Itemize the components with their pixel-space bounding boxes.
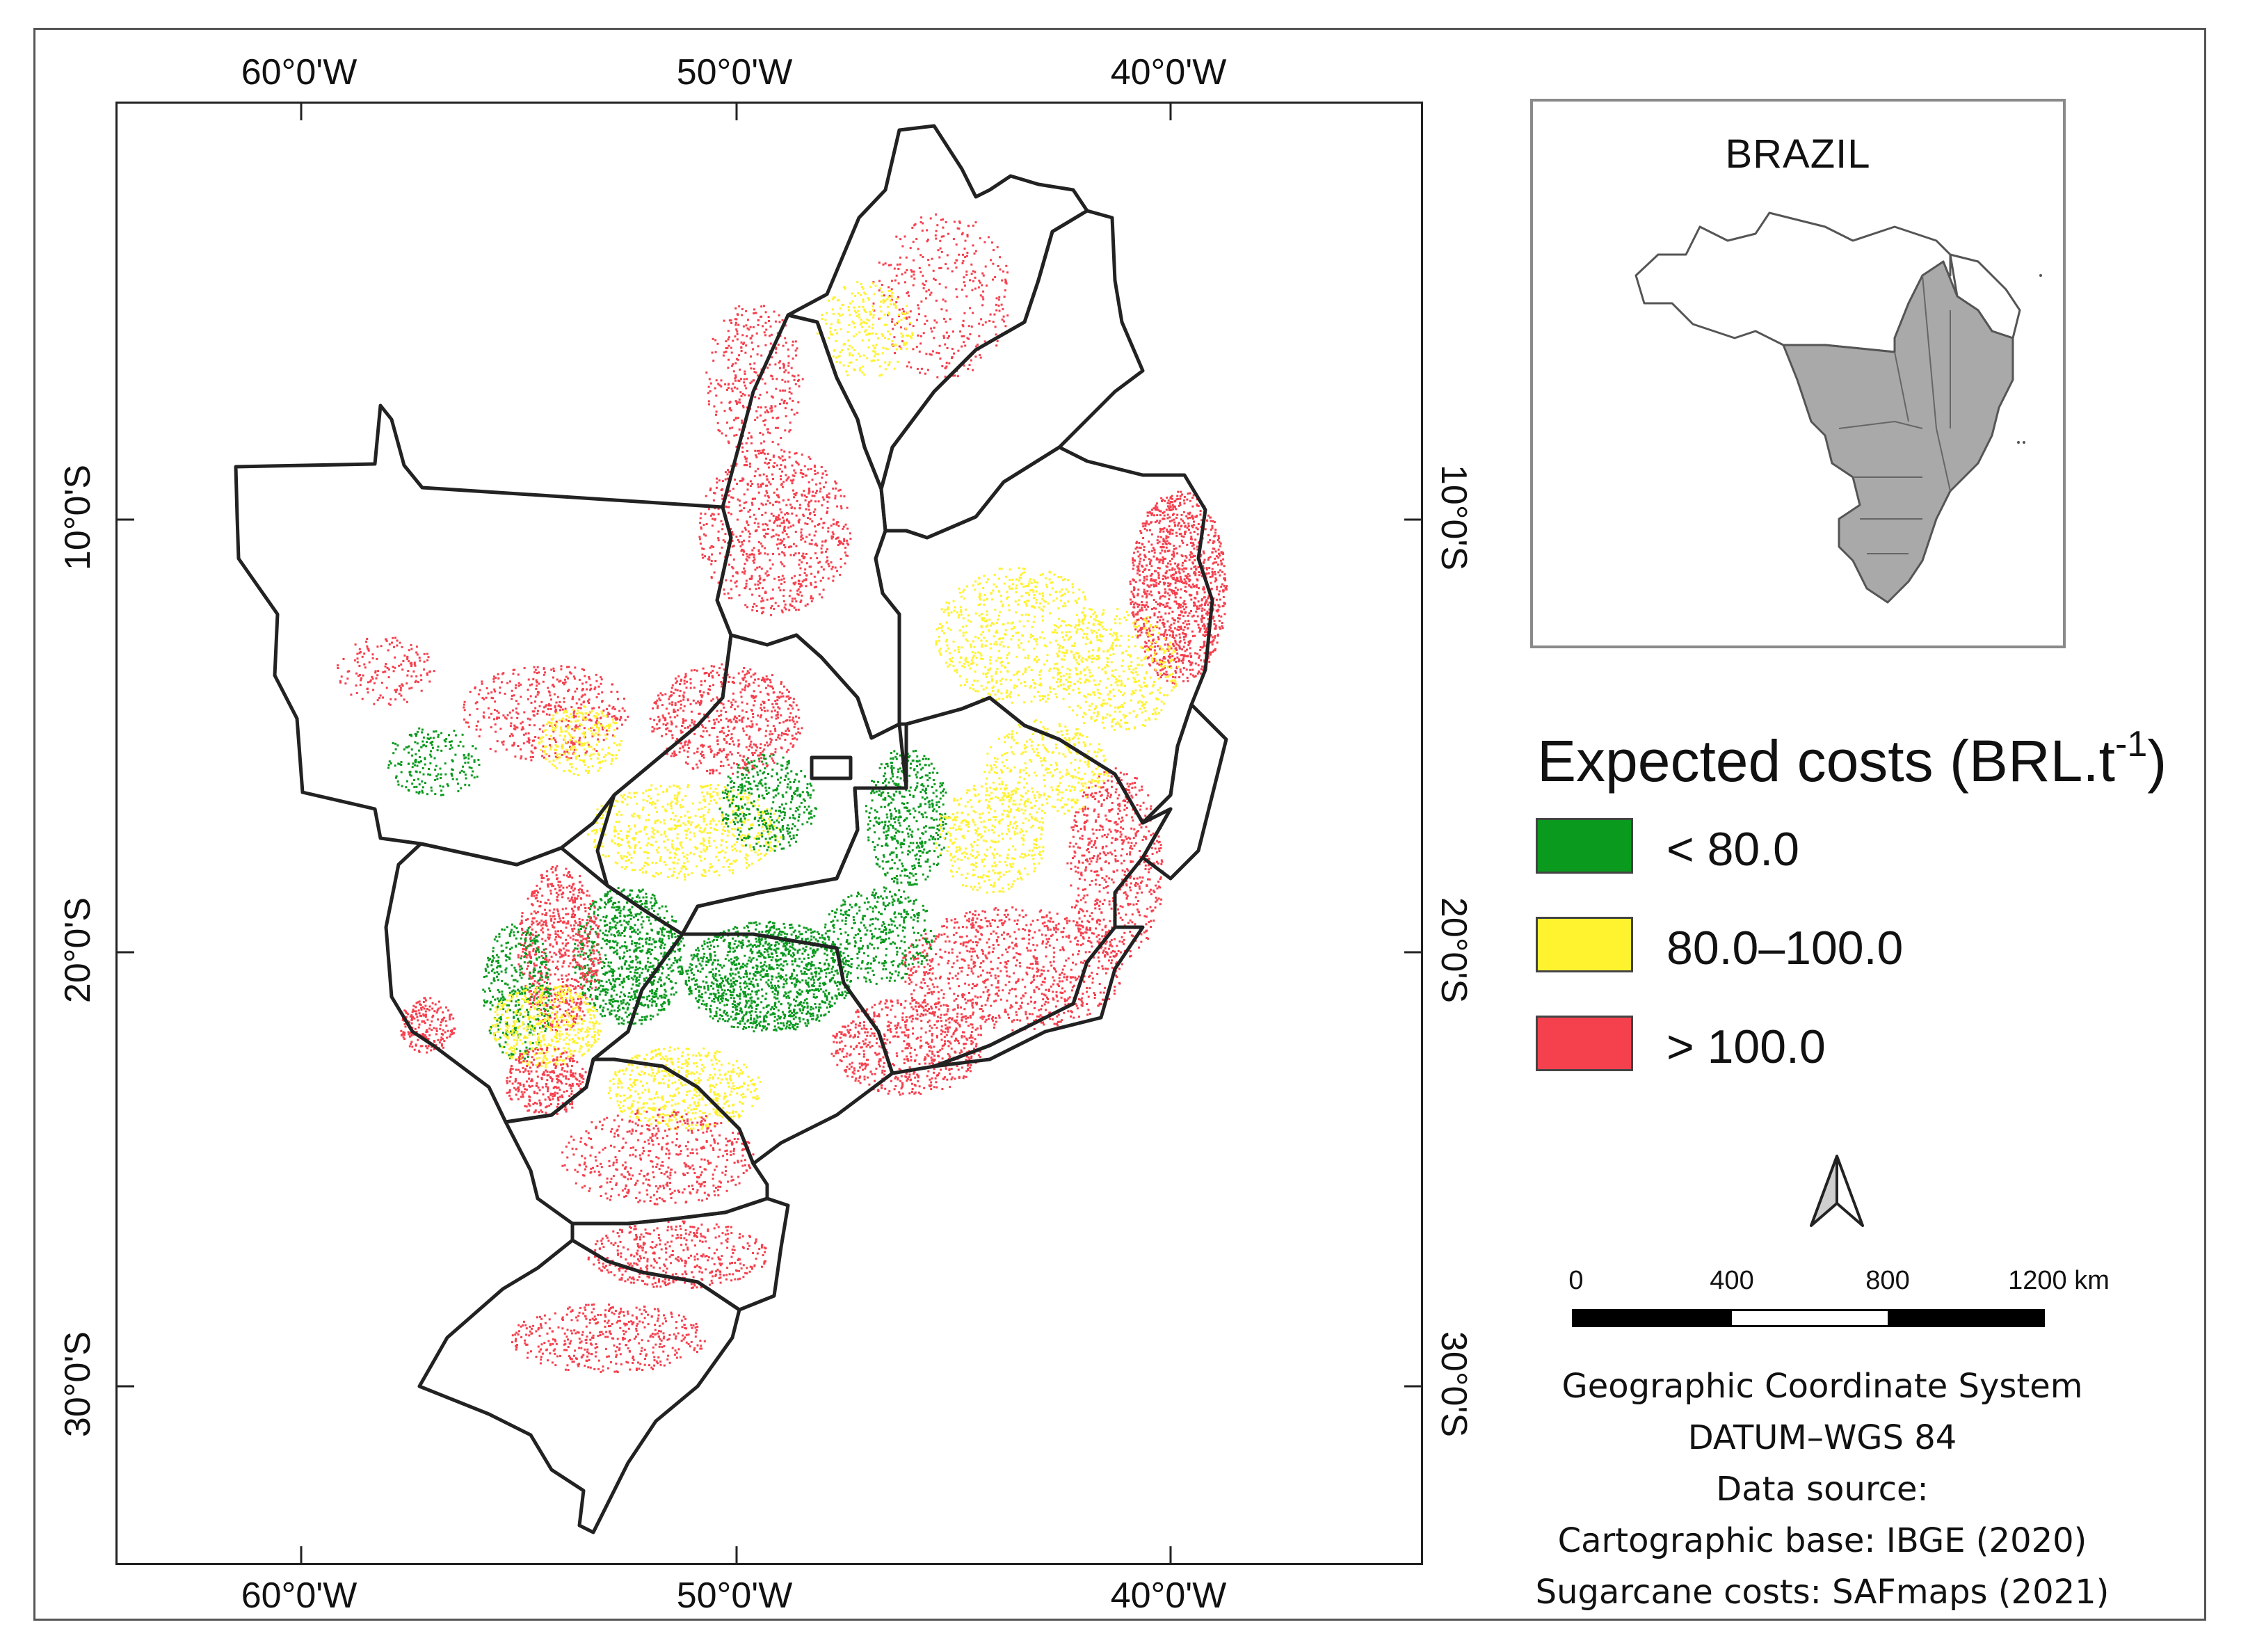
legend-label-high: > 100.0 [1666, 1020, 1826, 1074]
lat-label-left-10s: 10°0'S [60, 465, 96, 570]
map-credits: Geographic Coordinate System DATUM–WGS 8… [1530, 1361, 2114, 1618]
credit-line-sugarcane-costs: Sugarcane costs: SAFmaps (2021) [1530, 1566, 2114, 1618]
state-border-piaui [881, 211, 1143, 538]
scale-tick-800: 800 [1865, 1266, 1909, 1296]
legend-swatch-low [1536, 818, 1633, 874]
state-border-federal-district [812, 757, 851, 778]
map-canvas [118, 104, 1421, 1563]
scale-tick-400: 400 [1710, 1266, 1753, 1296]
scale-tick-1200: 1200 km [2008, 1266, 2110, 1296]
scale-tick-0: 0 [1568, 1266, 1583, 1296]
lat-label-left-20s: 20°0'S [60, 897, 96, 1003]
lon-label-top-50w: 50°0'W [677, 54, 793, 90]
lon-label-top-60w: 60°0'W [241, 54, 358, 90]
scale-bar: 0 400 800 1200 km [1572, 1266, 2045, 1342]
lat-label-right-30s: 30°0'S [1436, 1331, 1472, 1437]
legend-title: Expected costs (BRL.t-1) [1537, 723, 2167, 795]
lon-label-bottom-60w: 60°0'W [241, 1578, 358, 1614]
north-arrow-icon [1806, 1153, 1868, 1230]
legend-label-mid: 80.0–100.0 [1666, 921, 1903, 975]
legend-title-text: Expected costs (BRL.t [1537, 728, 2115, 794]
lon-label-bottom-40w: 40°0'W [1111, 1578, 1227, 1614]
lat-label-left-30s: 30°0'S [60, 1331, 96, 1437]
credit-line-coordinate-system: Geographic Coordinate System [1530, 1361, 2114, 1412]
scale-segment-3 [1888, 1309, 2045, 1327]
lat-label-right-20s: 20°0'S [1436, 897, 1472, 1003]
state-border-espirito-santo [1143, 705, 1226, 879]
legend-swatch-high [1536, 1016, 1633, 1071]
cost-dot-layer [337, 214, 1228, 1373]
legend-title-unit: -1 [2115, 724, 2147, 764]
legend-label-low: < 80.0 [1666, 822, 1799, 876]
credit-line-datum: DATUM–WGS 84 [1530, 1412, 2114, 1463]
credit-line-data-source: Data source: [1530, 1463, 2114, 1515]
legend-swatch-mid [1536, 917, 1633, 972]
scale-segment-2 [1730, 1309, 1890, 1327]
state-border-rio-de-janeiro [934, 927, 1143, 1066]
legend-title-close: ) [2147, 728, 2167, 794]
inset-map: BRAZIL [1530, 99, 2066, 648]
scale-segment-1 [1572, 1309, 1732, 1327]
state-border-santa-catarina [572, 1198, 788, 1310]
lat-label-right-10s: 10°0'S [1436, 465, 1472, 570]
lon-label-bottom-50w: 50°0'W [677, 1578, 793, 1614]
lon-label-top-40w: 40°0'W [1111, 54, 1227, 90]
main-map[interactable] [115, 102, 1423, 1565]
state-border-maranhao [788, 126, 1087, 489]
credit-line-cartographic-base: Cartographic base: IBGE (2020) [1530, 1515, 2114, 1566]
inset-brazil-outline [1533, 102, 2063, 645]
